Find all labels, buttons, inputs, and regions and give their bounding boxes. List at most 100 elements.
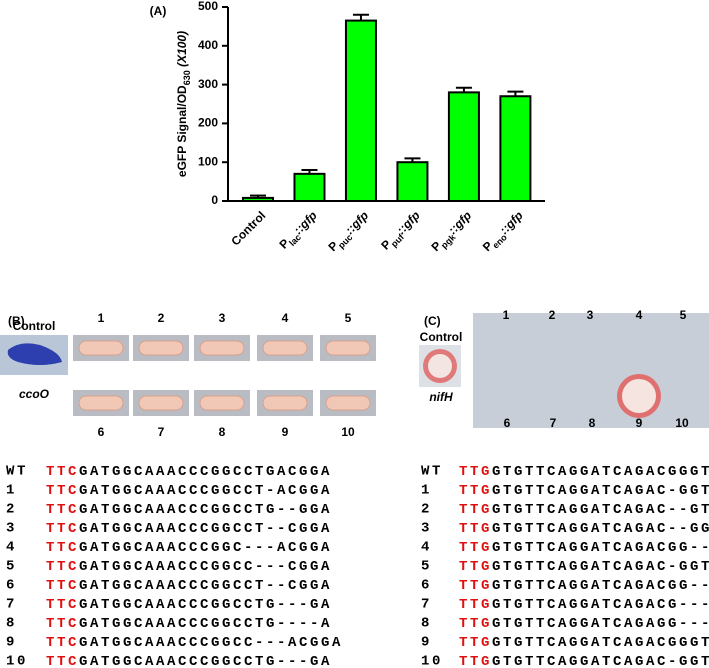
label-main: eGFP Signal/OD: [175, 85, 189, 177]
pam: TTC: [46, 635, 79, 651]
x-tick-label: Control: [228, 208, 268, 248]
pam: TTC: [46, 559, 79, 575]
row-label: 7: [6, 597, 17, 613]
colony-streak: [199, 340, 245, 356]
sample-number: 8: [219, 425, 226, 439]
pam: TTG: [459, 597, 492, 613]
bar: [396, 161, 429, 202]
sequence: TTGGTGTTCAGGATCAGAC-GGTGCT: [459, 483, 709, 499]
sequence: TTGGTGTTCAGGATCAGACGG---CT: [459, 540, 709, 556]
sample-number: 10: [341, 425, 355, 439]
sequence: TTCGATGGCAAACCCGGCCTG----A: [46, 616, 332, 632]
target: GATGGCAAACCCGGCCTGACGGA: [79, 464, 332, 480]
control-label: Control: [420, 330, 463, 344]
row-label: 10: [421, 654, 443, 668]
target: GTGTTCAGGATCAGAC-GGTGCT: [492, 559, 709, 575]
pam: TTG: [459, 559, 492, 575]
target: GTGTTCAGGATCAGACGG---CT: [492, 540, 709, 556]
pam: TTG: [459, 616, 492, 632]
sequence: TTGGTGTTCAGGATCAGAC-GGTGCT: [459, 559, 709, 575]
row-label: 5: [421, 559, 432, 575]
sample-number: 6: [98, 425, 105, 439]
control-colony-center: [428, 354, 452, 378]
sample-number: 3: [587, 308, 594, 322]
colony-streak: [325, 395, 371, 411]
target: GTGTTCAGGATCAGACGG---CT: [492, 578, 709, 594]
label-tail: (X100): [175, 31, 189, 70]
target: GATGGCAAACCCGGCCTG--GGA: [79, 502, 332, 518]
pam: TTC: [46, 521, 79, 537]
sequence: TTCGATGGCAAACCCGGCCT-ACGGA: [46, 483, 332, 499]
colony-streak: [138, 395, 184, 411]
control-label: Control: [13, 319, 56, 333]
pam: TTG: [459, 635, 492, 651]
target: GATGGCAAACCCGGCCT--CGGA: [79, 578, 332, 594]
label-tail: ::gfp: [394, 208, 423, 237]
panel-label: (A): [150, 4, 167, 18]
row-label: 10: [6, 654, 28, 668]
pam: TTC: [46, 464, 79, 480]
label-tail: ::gfp: [291, 208, 320, 237]
target: GTGTTCAGGATCAGACGGGTGCT: [492, 464, 709, 480]
pam: TTG: [459, 654, 492, 668]
pam: TTG: [459, 483, 492, 499]
label-tail: ::gfp: [343, 208, 372, 237]
sample-number: 2: [158, 311, 165, 325]
colony-streak: [78, 395, 124, 411]
colony-streak: [199, 395, 245, 411]
sequence: TTGGTGTTCAGGATCAGACGGGTGCT: [459, 635, 709, 651]
y-tick-label: 200: [198, 116, 218, 130]
sample-number: 4: [636, 308, 643, 322]
row-label: 2: [421, 502, 432, 518]
y-tick-label: 300: [198, 77, 218, 91]
sequence: TTCGATGGCAAACCCGGCCTG---GA: [46, 597, 332, 613]
bar: [242, 196, 274, 202]
y-tick-label: 100: [198, 154, 218, 168]
target: GTGTTCAGGATCAGACG----GT: [492, 597, 709, 613]
target: GATGGCAAACCCGGCCT-ACGGA: [79, 483, 332, 499]
sample-number: 7: [158, 425, 165, 439]
colony-thumbnails: [73, 335, 376, 416]
sample-number: 4: [282, 311, 289, 325]
sequence: TTCGATGGCAAACCCGGCC---CGGA: [46, 559, 332, 575]
sequence: TTCGATGGCAAACCCGGCCT--CGGA: [46, 578, 332, 594]
sample-number: 1: [503, 308, 510, 322]
target: GATGGCAAACCCGGCCTG---GA: [79, 597, 332, 613]
bar: [499, 95, 532, 202]
sample-number: 2: [549, 308, 556, 322]
row-label: 3: [421, 521, 432, 537]
pam: TTG: [459, 578, 492, 594]
target: GTGTTCAGGATCAGAGG---CT: [492, 616, 709, 632]
pam: TTC: [46, 502, 79, 518]
row-label: 3: [6, 521, 17, 537]
sequence: TTCGATGGCAAACCCGGCC---ACGGA: [46, 635, 343, 651]
sequence: TTCGATGGCAAACCCGGCCT--CGGA: [46, 521, 332, 537]
row-label: 7: [421, 597, 432, 613]
sample-number: 1: [98, 311, 105, 325]
pam: TTG: [459, 521, 492, 537]
colony-9-center: [622, 379, 656, 413]
sequence: TTGGTGTTCAGGATCAGACGGGTGCT: [459, 464, 709, 480]
sample-number: 9: [636, 416, 643, 430]
row-label: WT: [6, 464, 28, 480]
y-tick-label: 500: [198, 0, 218, 13]
target: GTGTTCAGGATCAGAC--GTGCT: [492, 502, 709, 518]
pam: TTC: [46, 654, 79, 668]
row-label: 6: [6, 578, 17, 594]
pam: TTC: [46, 483, 79, 499]
colony-streak: [262, 395, 308, 411]
x-tick-label: Plac::gfp: [277, 208, 323, 254]
row-label: 8: [6, 616, 17, 632]
target: GATGGCAAACCCGGC---ACGGA: [79, 540, 332, 556]
sequence: TTGGTGTTCAGGATCAGAGG---CT: [459, 616, 709, 632]
pam: TTG: [459, 502, 492, 518]
row-label: WT: [421, 464, 443, 480]
control-colony: [7, 343, 62, 365]
pam: TTG: [459, 464, 492, 480]
target: GATGGCAAACCCGGCC---ACGGA: [79, 635, 343, 651]
sample-number: 3: [219, 311, 226, 325]
colony-streak: [138, 340, 184, 356]
sequence: TTGGTGTTCAGGATCAGACGG---CT: [459, 578, 709, 594]
pam: TTC: [46, 616, 79, 632]
